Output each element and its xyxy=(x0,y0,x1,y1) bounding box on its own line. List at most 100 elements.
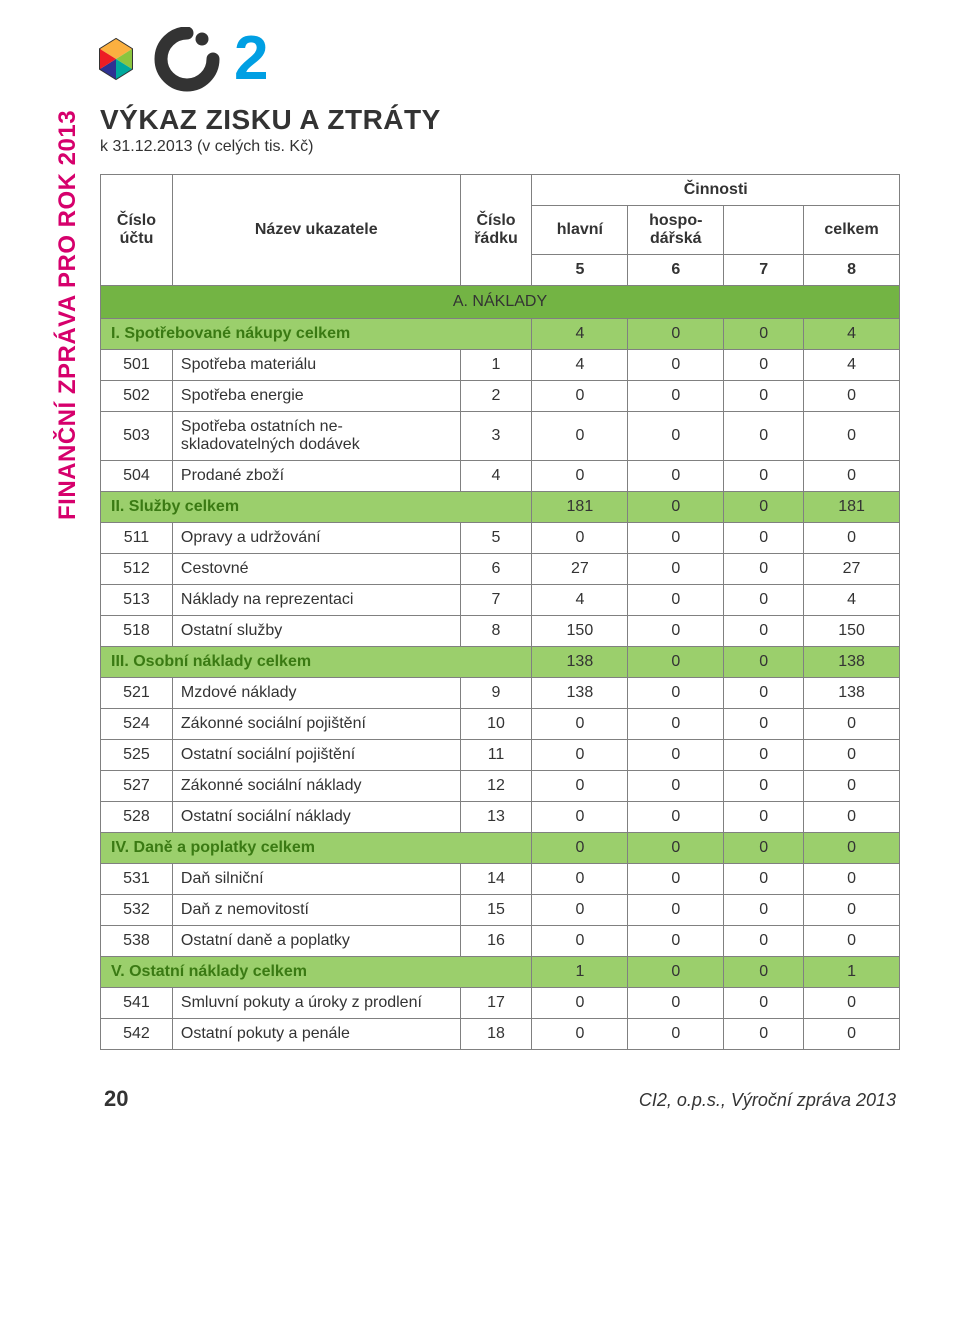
cell-value: 1 xyxy=(460,350,532,381)
cell-value: 513 xyxy=(101,585,173,616)
cell-value: 0 xyxy=(532,740,628,771)
cell-value: 138 xyxy=(532,678,628,709)
section-header-label: A. NÁKLADY xyxy=(101,286,900,319)
cell-value: 1 xyxy=(532,957,628,988)
cell-value: Náklady na reprezentaci xyxy=(172,585,460,616)
cell-value: 0 xyxy=(532,523,628,554)
cell-value: Mzdové náklady xyxy=(172,678,460,709)
cell-value: 0 xyxy=(628,771,724,802)
cell-value: 528 xyxy=(101,802,173,833)
cell-value: Zákonné sociální náklady xyxy=(172,771,460,802)
table-row: 541Smluvní pokuty a úroky z prodlení1700… xyxy=(101,988,900,1019)
cell-value: 0 xyxy=(628,412,724,461)
cell-value: 0 xyxy=(532,412,628,461)
page-number: 20 xyxy=(104,1086,128,1112)
cell-value: 0 xyxy=(724,319,804,350)
cell-value: 0 xyxy=(804,802,900,833)
cell-value: 4 xyxy=(532,350,628,381)
cell-value: 11 xyxy=(460,740,532,771)
cell-value: 0 xyxy=(628,381,724,412)
header-col6: 6 xyxy=(628,255,724,286)
cell-value: 0 xyxy=(628,926,724,957)
header-hlavni: hlavní xyxy=(532,206,628,255)
cell-value: 0 xyxy=(532,709,628,740)
cell-value: 0 xyxy=(628,709,724,740)
cell-value: 0 xyxy=(804,833,900,864)
financial-table: Číslo účtu Název ukazatele Číslo řádku Č… xyxy=(100,174,900,1050)
table-row: 524Zákonné sociální pojištění100000 xyxy=(101,709,900,740)
page-footer: 20 CI2, o.p.s., Výroční zpráva 2013 xyxy=(100,1086,900,1112)
cell-value: 525 xyxy=(101,740,173,771)
cell-value: 538 xyxy=(101,926,173,957)
table-row: 502Spotřeba energie20000 xyxy=(101,381,900,412)
cell-value: 0 xyxy=(724,802,804,833)
header-celkem: celkem xyxy=(804,206,900,255)
cell-value: 0 xyxy=(532,988,628,1019)
table-row: 528Ostatní sociální náklady130000 xyxy=(101,802,900,833)
summary-name: III. Osobní náklady celkem xyxy=(101,647,532,678)
cell-value: 0 xyxy=(628,740,724,771)
cell-value: 27 xyxy=(532,554,628,585)
cell-value: 0 xyxy=(532,926,628,957)
cell-value: 0 xyxy=(804,926,900,957)
header-col7: 7 xyxy=(724,255,804,286)
table-row: IV. Daně a poplatky celkem0000 xyxy=(101,833,900,864)
cell-value: 16 xyxy=(460,926,532,957)
cell-value: 0 xyxy=(804,771,900,802)
cell-value: 511 xyxy=(101,523,173,554)
cell-value: 503 xyxy=(101,412,173,461)
footer-text: CI2, o.p.s., Výroční zpráva 2013 xyxy=(639,1090,896,1111)
cell-value: 531 xyxy=(101,864,173,895)
page-title: VÝKAZ ZISKU A ZTRÁTY xyxy=(100,104,900,136)
header-empty xyxy=(724,206,804,255)
cell-value: 0 xyxy=(628,802,724,833)
cell-value: 0 xyxy=(532,833,628,864)
cell-value: 512 xyxy=(101,554,173,585)
cell-value: 181 xyxy=(532,492,628,523)
cell-value: 0 xyxy=(628,864,724,895)
cell-value: 17 xyxy=(460,988,532,1019)
cell-value: 3 xyxy=(460,412,532,461)
cell-value: 7 xyxy=(460,585,532,616)
cell-value: 0 xyxy=(532,381,628,412)
cell-value: 5 xyxy=(460,523,532,554)
logo: 2 xyxy=(92,24,900,94)
summary-name: IV. Daně a poplatky celkem xyxy=(101,833,532,864)
cell-value: 4 xyxy=(532,585,628,616)
cell-value: 0 xyxy=(724,647,804,678)
header-nazev: Název ukazatele xyxy=(172,175,460,286)
cell-value: 2 xyxy=(460,381,532,412)
cell-value: 0 xyxy=(724,350,804,381)
cell-value: 0 xyxy=(628,647,724,678)
header-cinnosti: Činnosti xyxy=(532,175,900,206)
cell-value: 527 xyxy=(101,771,173,802)
cell-value: 0 xyxy=(804,523,900,554)
table-row: 513Náklady na reprezentaci74004 xyxy=(101,585,900,616)
cell-value: 0 xyxy=(532,802,628,833)
cell-value: 8 xyxy=(460,616,532,647)
logo-g-icon xyxy=(142,27,232,92)
cell-value: 4 xyxy=(804,350,900,381)
cell-value: 532 xyxy=(101,895,173,926)
cell-value: 0 xyxy=(532,864,628,895)
header-col8: 8 xyxy=(804,255,900,286)
table-row: 501Spotřeba materiálu14004 xyxy=(101,350,900,381)
svg-text:2: 2 xyxy=(234,24,268,93)
section-header-row: A. NÁKLADY xyxy=(101,286,900,319)
cell-value: 501 xyxy=(101,350,173,381)
cell-value: Ostatní sociální náklady xyxy=(172,802,460,833)
cell-value: 0 xyxy=(628,833,724,864)
table-row: 538Ostatní daně a poplatky160000 xyxy=(101,926,900,957)
cell-value: 15 xyxy=(460,895,532,926)
cell-value: 4 xyxy=(804,319,900,350)
table-row: 521Mzdové náklady913800138 xyxy=(101,678,900,709)
cell-value: 0 xyxy=(628,678,724,709)
cell-value: 138 xyxy=(532,647,628,678)
cell-value: 0 xyxy=(804,412,900,461)
cell-value: 10 xyxy=(460,709,532,740)
cell-value: 0 xyxy=(532,1019,628,1050)
cell-value: 0 xyxy=(628,616,724,647)
cell-value: 0 xyxy=(804,895,900,926)
cell-value: 1 xyxy=(804,957,900,988)
cell-value: 0 xyxy=(804,1019,900,1050)
